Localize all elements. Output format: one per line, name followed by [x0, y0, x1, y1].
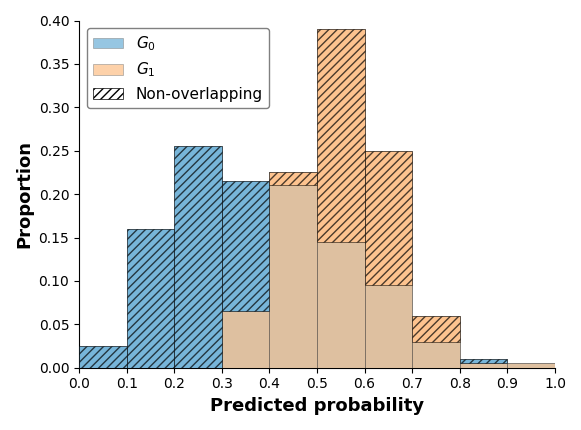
Bar: [365, 285, 412, 368]
Legend: $G_0$, $G_1$, Non-overlapping: $G_0$, $G_1$, Non-overlapping: [87, 28, 269, 108]
Bar: [174, 146, 222, 368]
Bar: [270, 185, 317, 368]
Bar: [460, 363, 507, 368]
Bar: [317, 242, 365, 368]
Bar: [222, 181, 270, 311]
Bar: [317, 29, 365, 242]
Bar: [222, 311, 270, 368]
Bar: [412, 342, 460, 368]
Bar: [460, 359, 507, 363]
Bar: [79, 346, 127, 368]
Y-axis label: Proportion: Proportion: [15, 140, 33, 248]
X-axis label: Predicted probability: Predicted probability: [210, 397, 424, 415]
Bar: [270, 172, 317, 185]
Bar: [507, 363, 555, 368]
Bar: [365, 150, 412, 368]
Bar: [127, 229, 174, 368]
Bar: [270, 172, 317, 368]
Bar: [507, 363, 555, 368]
Bar: [365, 150, 412, 285]
Bar: [460, 359, 507, 368]
Bar: [79, 346, 127, 368]
Bar: [174, 146, 222, 368]
Bar: [412, 316, 460, 368]
Bar: [412, 316, 460, 342]
Bar: [317, 29, 365, 368]
Bar: [222, 181, 270, 368]
Bar: [127, 229, 174, 368]
